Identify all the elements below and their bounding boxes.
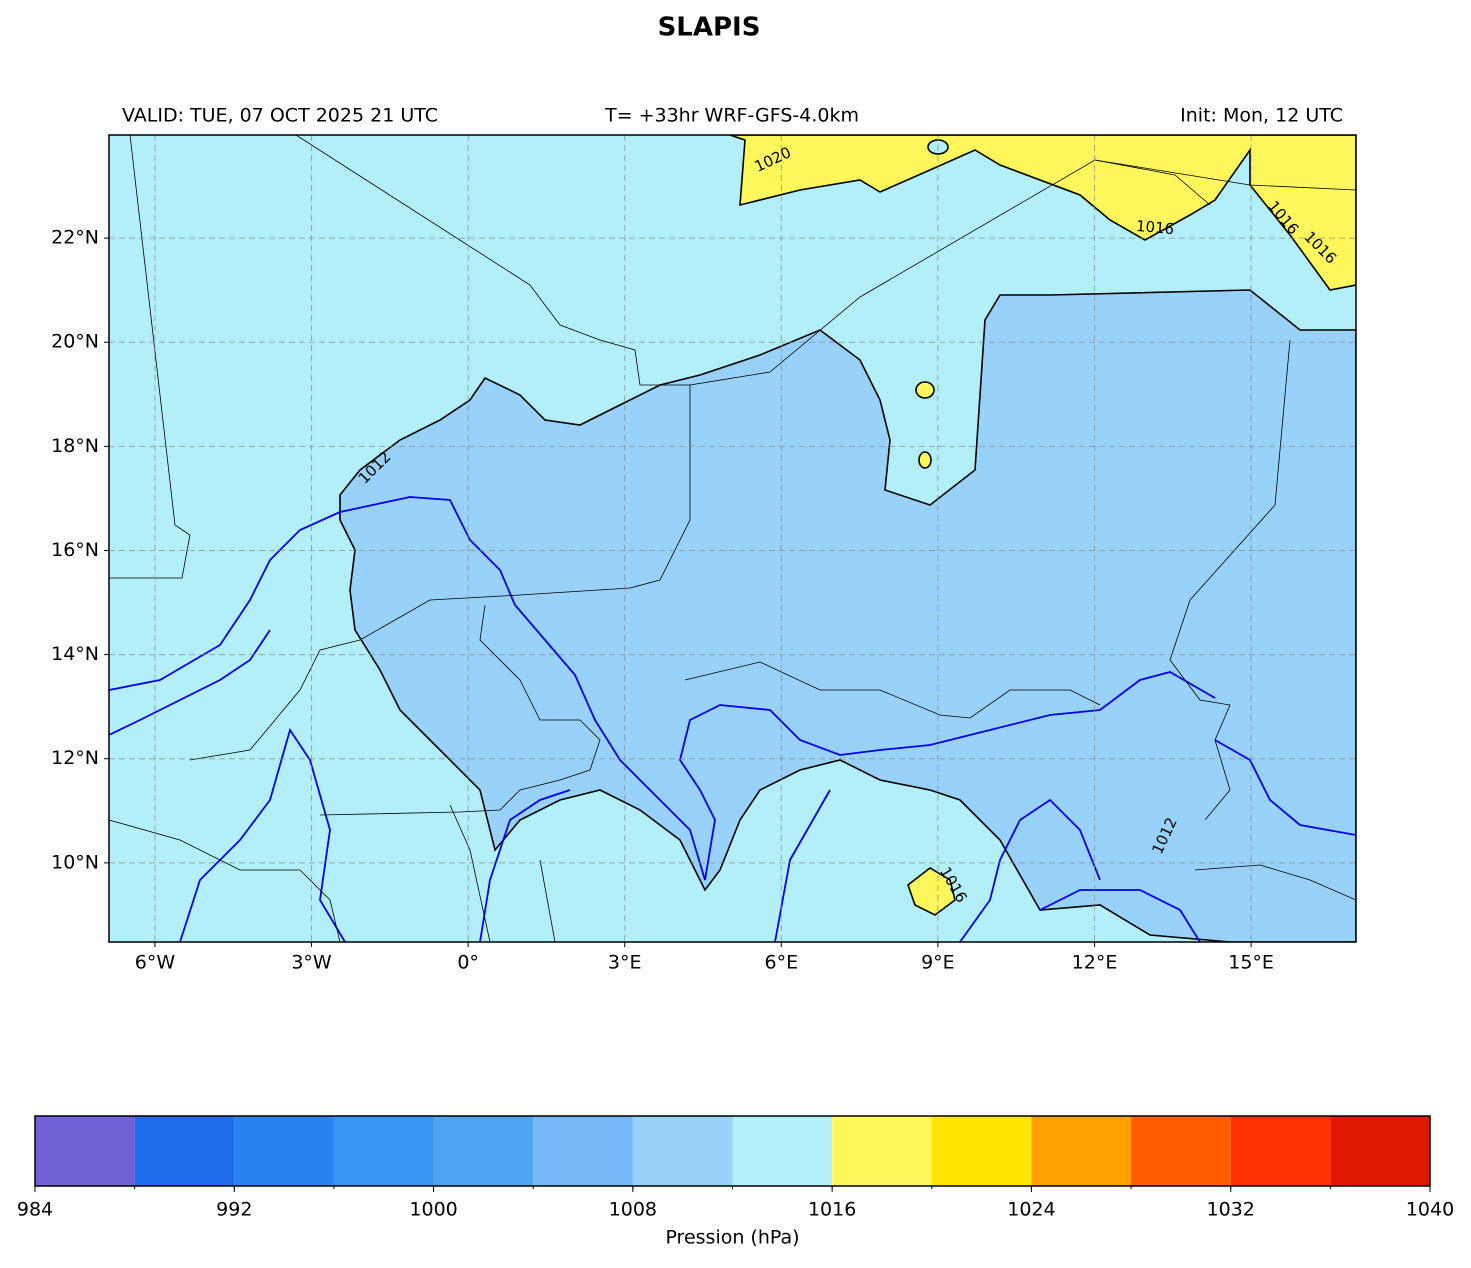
isobar <box>1039 889 1201 942</box>
country-border <box>684 661 1101 719</box>
lat-tick-label: 12°N <box>51 747 99 769</box>
region-fill <box>339 289 1356 942</box>
colorbar-tick-label: 1024 <box>1007 1199 1055 1221</box>
contour-label: 1016 <box>1135 217 1175 238</box>
country-border <box>109 819 341 942</box>
lon-tick-label: 12°E <box>1072 952 1118 974</box>
isobar <box>774 789 831 942</box>
colorbar-segment <box>35 1116 135 1186</box>
lat-tick-label: 16°N <box>51 539 99 561</box>
country-border <box>359 385 691 641</box>
country-border <box>109 135 191 579</box>
lon-tick-label: 15°E <box>1228 952 1274 974</box>
colorbar-tick-label: 984 <box>17 1199 53 1221</box>
colorbar-segment <box>1330 1116 1430 1186</box>
colorbar-segment <box>1031 1116 1132 1186</box>
country-border <box>539 859 556 942</box>
country-border <box>295 135 1356 386</box>
lat-tick-label: 20°N <box>51 331 99 353</box>
region-fill <box>729 135 1356 291</box>
colorbar-tick-label: 1032 <box>1207 1199 1255 1221</box>
colorbar-segment <box>134 1116 235 1186</box>
region-fill <box>907 867 956 916</box>
map <box>109 135 1356 942</box>
colorbar-tick-label: 1008 <box>609 1199 657 1221</box>
isobar <box>479 789 571 942</box>
lat-tick-label: 18°N <box>51 435 99 457</box>
colorbar-label: Pression (hPa) <box>665 1227 799 1249</box>
colorbar-segment <box>1131 1116 1231 1186</box>
colorbar-tick-label: 1040 <box>1406 1199 1454 1221</box>
isobar <box>109 496 1216 881</box>
lon-tick-label: 0° <box>457 952 479 974</box>
isobar <box>1214 739 1356 836</box>
isobar <box>179 727 346 942</box>
colorbar-segment <box>632 1116 733 1186</box>
colorbar-segment <box>931 1116 1032 1186</box>
country-border <box>1194 864 1356 901</box>
lat-tick-label: 10°N <box>51 851 99 873</box>
colorbar-segment <box>732 1116 833 1186</box>
colorbar-tick-label: 1016 <box>808 1199 856 1221</box>
title: SLAPIS <box>658 13 761 43</box>
map-frame <box>108 134 1357 943</box>
run-info: T= +33hr WRF-GFS-4.0km <box>604 105 859 127</box>
valid-time: VALID: TUE, 07 OCT 2025 21 UTC <box>122 105 438 127</box>
lon-tick-label: 3°W <box>291 952 332 974</box>
country-border <box>449 804 491 942</box>
colorbar-segment <box>533 1116 633 1186</box>
lon-tick-label: 6°E <box>765 952 799 974</box>
country-border <box>1169 339 1291 821</box>
colorbar-segment <box>832 1116 932 1186</box>
colorbar-segment <box>234 1116 334 1186</box>
country-border <box>1094 159 1211 206</box>
colorbar-tick-label: 992 <box>216 1199 252 1221</box>
lat-tick-label: 14°N <box>51 643 99 665</box>
colorbar-segment <box>1230 1116 1331 1186</box>
colorbar-segment <box>333 1116 434 1186</box>
lon-tick-label: 6°W <box>135 952 176 974</box>
lon-tick-label: 9°E <box>921 952 955 974</box>
region-fill <box>918 451 932 469</box>
lon-tick-label: 3°E <box>608 952 642 974</box>
country-border <box>189 639 361 761</box>
init-time: Init: Mon, 12 UTC <box>1180 105 1343 127</box>
colorbar-segment <box>433 1116 534 1186</box>
lat-tick-label: 22°N <box>51 227 99 249</box>
colorbar-tick-label: 1000 <box>409 1199 457 1221</box>
country-border <box>319 604 601 816</box>
region-fill <box>915 381 935 399</box>
isobar <box>959 798 1101 942</box>
